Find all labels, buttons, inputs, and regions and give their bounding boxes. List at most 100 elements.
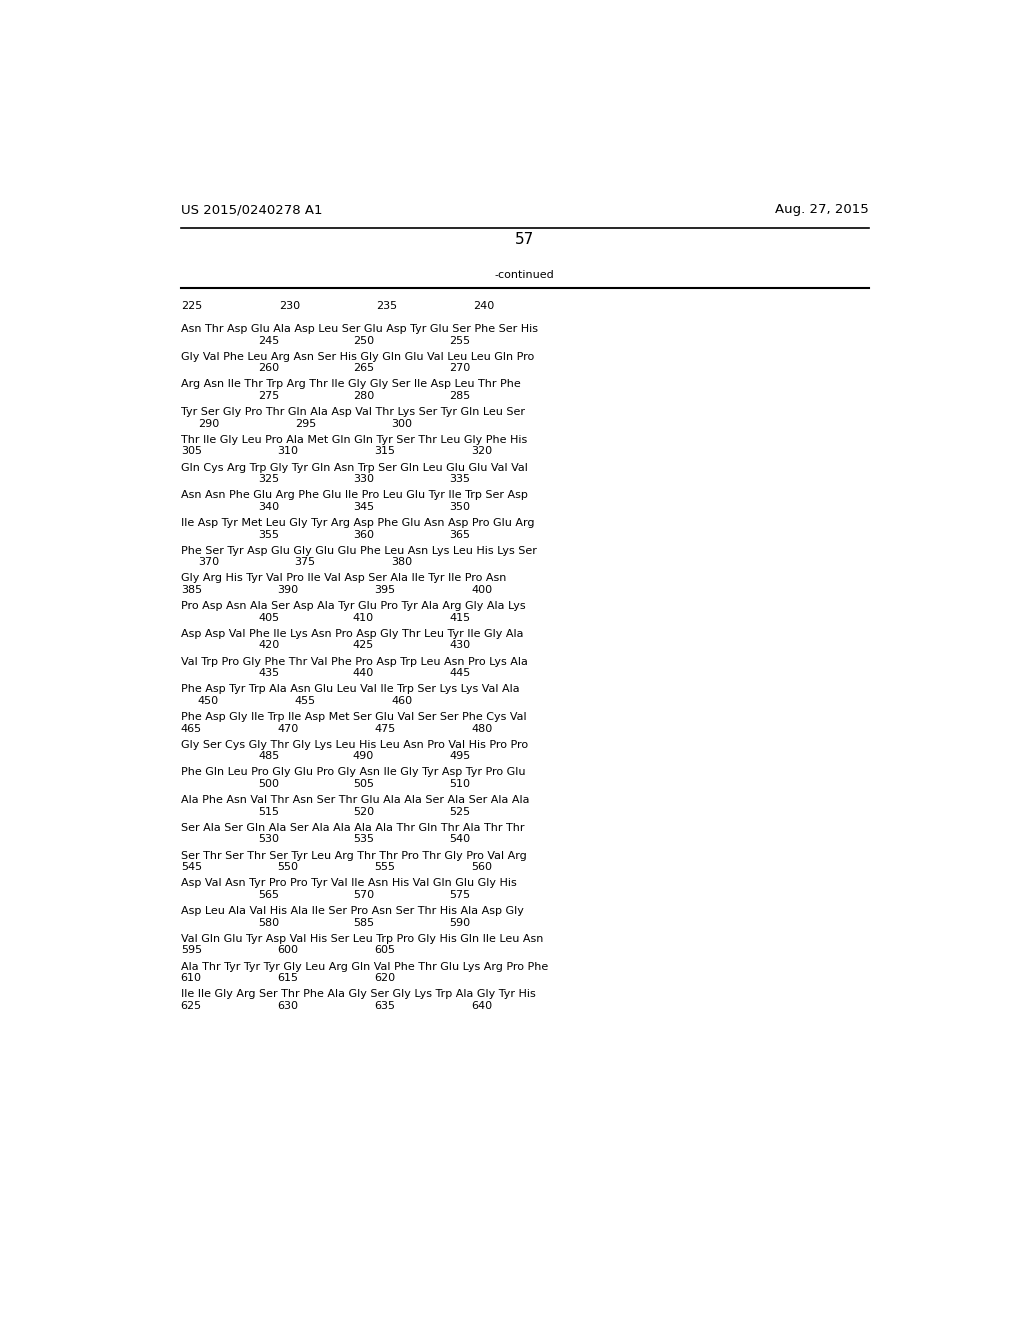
Text: 485: 485: [258, 751, 280, 762]
Text: 460: 460: [391, 696, 413, 706]
Text: 590: 590: [450, 917, 471, 928]
Text: 260: 260: [258, 363, 280, 374]
Text: 455: 455: [295, 696, 315, 706]
Text: Pro Asp Asn Ala Ser Asp Ala Tyr Glu Pro Tyr Ala Arg Gly Ala Lys: Pro Asp Asn Ala Ser Asp Ala Tyr Glu Pro …: [180, 601, 525, 611]
Text: 540: 540: [450, 834, 471, 845]
Text: 545: 545: [180, 862, 202, 873]
Text: 500: 500: [258, 779, 280, 789]
Text: 230: 230: [280, 301, 300, 310]
Text: 555: 555: [375, 862, 395, 873]
Text: Ala Thr Tyr Tyr Tyr Gly Leu Arg Gln Val Phe Thr Glu Lys Arg Pro Phe: Ala Thr Tyr Tyr Tyr Gly Leu Arg Gln Val …: [180, 961, 548, 972]
Text: 640: 640: [471, 1001, 493, 1011]
Text: Ile Asp Tyr Met Leu Gly Tyr Arg Asp Phe Glu Asn Asp Pro Glu Arg: Ile Asp Tyr Met Leu Gly Tyr Arg Asp Phe …: [180, 517, 535, 528]
Text: Arg Asn Ile Thr Trp Arg Thr Ile Gly Gly Ser Ile Asp Leu Thr Phe: Arg Asn Ile Thr Trp Arg Thr Ile Gly Gly …: [180, 379, 520, 389]
Text: 395: 395: [375, 585, 395, 595]
Text: 350: 350: [450, 502, 471, 512]
Text: 225: 225: [180, 301, 202, 310]
Text: 525: 525: [450, 807, 471, 817]
Text: Asn Asn Phe Glu Arg Phe Glu Ile Pro Leu Glu Tyr Ile Trp Ser Asp: Asn Asn Phe Glu Arg Phe Glu Ile Pro Leu …: [180, 490, 527, 500]
Text: 565: 565: [258, 890, 280, 900]
Text: 57: 57: [515, 231, 535, 247]
Text: 240: 240: [473, 301, 495, 310]
Text: 520: 520: [352, 807, 374, 817]
Text: 330: 330: [352, 474, 374, 484]
Text: 270: 270: [450, 363, 471, 374]
Text: Gly Arg His Tyr Val Pro Ile Val Asp Ser Ala Ile Tyr Ile Pro Asn: Gly Arg His Tyr Val Pro Ile Val Asp Ser …: [180, 573, 506, 583]
Text: 630: 630: [278, 1001, 299, 1011]
Text: 335: 335: [450, 474, 471, 484]
Text: 600: 600: [278, 945, 299, 956]
Text: US 2015/0240278 A1: US 2015/0240278 A1: [180, 203, 323, 216]
Text: 440: 440: [352, 668, 374, 678]
Text: 620: 620: [375, 973, 395, 983]
Text: 470: 470: [278, 723, 299, 734]
Text: 550: 550: [278, 862, 299, 873]
Text: 310: 310: [278, 446, 299, 457]
Text: Phe Asp Tyr Trp Ala Asn Glu Leu Val Ile Trp Ser Lys Lys Val Ala: Phe Asp Tyr Trp Ala Asn Glu Leu Val Ile …: [180, 684, 519, 694]
Text: 570: 570: [352, 890, 374, 900]
Text: Val Gln Glu Tyr Asp Val His Ser Leu Trp Pro Gly His Gln Ile Leu Asn: Val Gln Glu Tyr Asp Val His Ser Leu Trp …: [180, 933, 543, 944]
Text: 580: 580: [258, 917, 280, 928]
Text: Phe Asp Gly Ile Trp Ile Asp Met Ser Glu Val Ser Ser Phe Cys Val: Phe Asp Gly Ile Trp Ile Asp Met Ser Glu …: [180, 711, 526, 722]
Text: 530: 530: [258, 834, 280, 845]
Text: 410: 410: [352, 612, 374, 623]
Text: 320: 320: [471, 446, 493, 457]
Text: 430: 430: [450, 640, 471, 651]
Text: 415: 415: [450, 612, 471, 623]
Text: Ala Phe Asn Val Thr Asn Ser Thr Glu Ala Ala Ser Ala Ser Ala Ala: Ala Phe Asn Val Thr Asn Ser Thr Glu Ala …: [180, 795, 529, 805]
Text: Val Trp Pro Gly Phe Thr Val Phe Pro Asp Trp Leu Asn Pro Lys Ala: Val Trp Pro Gly Phe Thr Val Phe Pro Asp …: [180, 656, 527, 667]
Text: Gly Val Phe Leu Arg Asn Ser His Gly Gln Glu Val Leu Leu Gln Pro: Gly Val Phe Leu Arg Asn Ser His Gly Gln …: [180, 351, 534, 362]
Text: 610: 610: [180, 973, 202, 983]
Text: 380: 380: [391, 557, 413, 568]
Text: 255: 255: [450, 335, 471, 346]
Text: 560: 560: [471, 862, 493, 873]
Text: 450: 450: [198, 696, 219, 706]
Text: 345: 345: [352, 502, 374, 512]
Text: 275: 275: [258, 391, 280, 401]
Text: 420: 420: [258, 640, 280, 651]
Text: 465: 465: [180, 723, 202, 734]
Text: 505: 505: [352, 779, 374, 789]
Text: Asp Asp Val Phe Ile Lys Asn Pro Asp Gly Thr Leu Tyr Ile Gly Ala: Asp Asp Val Phe Ile Lys Asn Pro Asp Gly …: [180, 628, 523, 639]
Text: 365: 365: [450, 529, 471, 540]
Text: Phe Ser Tyr Asp Glu Gly Glu Glu Phe Leu Asn Lys Leu His Lys Ser: Phe Ser Tyr Asp Glu Gly Glu Glu Phe Leu …: [180, 545, 537, 556]
Text: 265: 265: [352, 363, 374, 374]
Text: Ser Thr Ser Thr Ser Tyr Leu Arg Thr Thr Pro Thr Gly Pro Val Arg: Ser Thr Ser Thr Ser Tyr Leu Arg Thr Thr …: [180, 850, 526, 861]
Text: 615: 615: [278, 973, 299, 983]
Text: 245: 245: [258, 335, 280, 346]
Text: 390: 390: [278, 585, 299, 595]
Text: 315: 315: [375, 446, 395, 457]
Text: 405: 405: [258, 612, 280, 623]
Text: Ser Ala Ser Gln Ala Ser Ala Ala Ala Ala Thr Gln Thr Ala Thr Thr: Ser Ala Ser Gln Ala Ser Ala Ala Ala Ala …: [180, 822, 524, 833]
Text: 355: 355: [258, 529, 280, 540]
Text: 535: 535: [352, 834, 374, 845]
Text: 575: 575: [450, 890, 471, 900]
Text: 625: 625: [180, 1001, 202, 1011]
Text: Ile Ile Gly Arg Ser Thr Phe Ala Gly Ser Gly Lys Trp Ala Gly Tyr His: Ile Ile Gly Arg Ser Thr Phe Ala Gly Ser …: [180, 989, 536, 999]
Text: 635: 635: [375, 1001, 395, 1011]
Text: 400: 400: [471, 585, 493, 595]
Text: 605: 605: [375, 945, 395, 956]
Text: 585: 585: [352, 917, 374, 928]
Text: 510: 510: [450, 779, 471, 789]
Text: 235: 235: [376, 301, 397, 310]
Text: 445: 445: [450, 668, 471, 678]
Text: 340: 340: [258, 502, 280, 512]
Text: 305: 305: [180, 446, 202, 457]
Text: 490: 490: [352, 751, 374, 762]
Text: 480: 480: [471, 723, 493, 734]
Text: 475: 475: [375, 723, 395, 734]
Text: Tyr Ser Gly Pro Thr Gln Ala Asp Val Thr Lys Ser Tyr Gln Leu Ser: Tyr Ser Gly Pro Thr Gln Ala Asp Val Thr …: [180, 407, 524, 417]
Text: Gly Ser Cys Gly Thr Gly Lys Leu His Leu Asn Pro Val His Pro Pro: Gly Ser Cys Gly Thr Gly Lys Leu His Leu …: [180, 739, 527, 750]
Text: 425: 425: [352, 640, 374, 651]
Text: 595: 595: [180, 945, 202, 956]
Text: 360: 360: [352, 529, 374, 540]
Text: 300: 300: [391, 418, 413, 429]
Text: Asp Val Asn Tyr Pro Pro Tyr Val Ile Asn His Val Gln Glu Gly His: Asp Val Asn Tyr Pro Pro Tyr Val Ile Asn …: [180, 878, 516, 888]
Text: Aug. 27, 2015: Aug. 27, 2015: [775, 203, 869, 216]
Text: Thr Ile Gly Leu Pro Ala Met Gln Gln Tyr Ser Thr Leu Gly Phe His: Thr Ile Gly Leu Pro Ala Met Gln Gln Tyr …: [180, 434, 527, 445]
Text: 290: 290: [198, 418, 219, 429]
Text: 250: 250: [352, 335, 374, 346]
Text: -continued: -continued: [495, 271, 555, 280]
Text: 295: 295: [295, 418, 315, 429]
